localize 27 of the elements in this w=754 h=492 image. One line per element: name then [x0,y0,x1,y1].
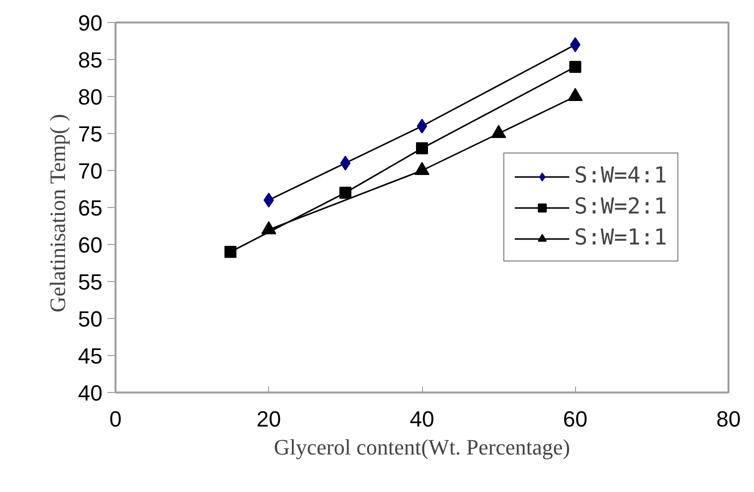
y-tick-label: 55 [78,270,103,294]
point [416,118,428,134]
point [224,246,236,258]
legend-label: S:W=2:1 [574,194,667,220]
y-tick-label: 75 [78,122,103,146]
x-tick-label: 20 [256,406,281,432]
x-tick-label: 60 [563,406,588,432]
y-tick-label: 45 [78,344,103,368]
y-tick-label: 65 [78,196,103,220]
legend-label: S:W=4:1 [574,164,667,188]
y-tick-label: 90 [78,10,103,36]
x-tick-label: 0 [109,406,122,432]
x-tick-label: 40 [410,406,434,432]
y-tick-label: 85 [78,48,103,72]
x-tick-label: 80 [716,406,741,432]
x-axis-title: Glycerol content(Wt. Percentage) [274,434,570,460]
point [339,186,352,199]
point [340,156,351,171]
y-tick-label: 70 [78,158,103,184]
y-axis-title: Gelatinisation Temp( ) [45,114,70,312]
y-tick-label: 50 [78,306,103,332]
legend-label: S:W=1:1 [574,226,667,250]
y-tick-label: 60 [78,232,103,258]
y-tick-label: 40 [78,380,103,406]
point [416,142,428,154]
y-tick-label: 80 [78,84,103,110]
point [569,60,582,73]
